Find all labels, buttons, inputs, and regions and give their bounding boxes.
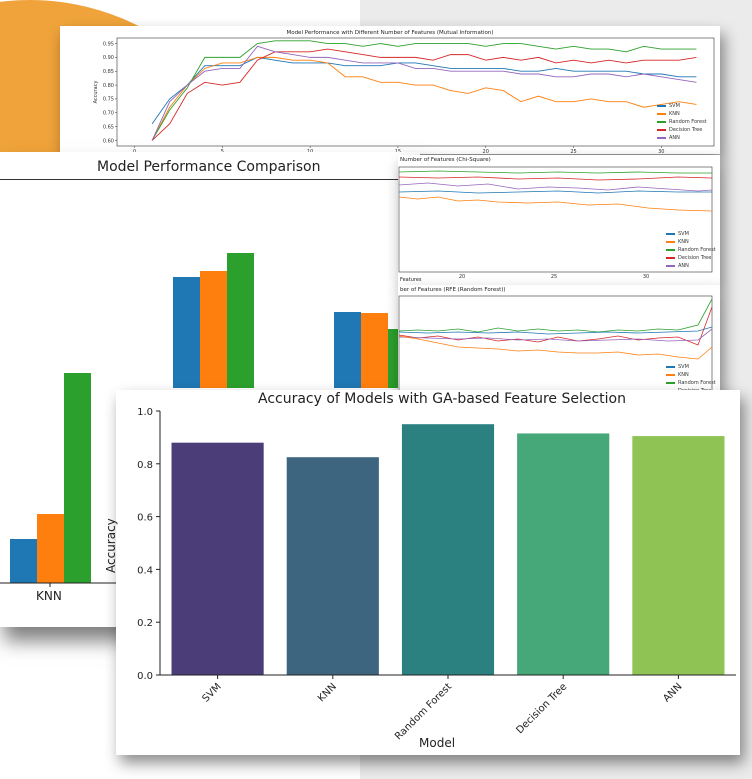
rfe-line-svm <box>398 326 713 335</box>
chi-legend: SVM KNN Random Forest Decision Tree ANN <box>666 230 716 270</box>
ga-bar-chart: 0.0 0.2 0.4 0.6 0.8 1.0 SVM KNN Random Forest Dec… <box>137 407 736 742</box>
legend-item-decision-tree: Decision Tree <box>657 126 707 134</box>
ga-x-tick-label: SVM <box>201 681 224 704</box>
comparison-knn-label: KNN <box>36 589 62 603</box>
mi-line-svm <box>151 56 697 125</box>
ga-bar-decision-tree <box>517 433 610 675</box>
legend-item-random-forest: Random Forest <box>657 118 707 126</box>
ga-ylabel: Accuracy <box>104 518 118 573</box>
chi-tick-25: 25 <box>551 274 557 280</box>
mi-x-tick-label: 25 <box>570 149 576 155</box>
mi-line-knn <box>151 56 697 141</box>
mi-y-tick-label: 0.60 <box>103 138 114 144</box>
chi-line-random-forest <box>398 170 712 174</box>
bar-knn-random-forest <box>64 373 91 583</box>
ga-y-tick-label: 0.2 <box>137 618 153 629</box>
legend-item-svm: SVM <box>657 102 707 110</box>
mi-plot-frame <box>116 37 715 147</box>
mi-line-chart: 0510152025300.600.650.700.750.800.850.90… <box>93 37 715 160</box>
ga-accuracy-chart-card: Accuracy of Models with GA-based Feature… <box>104 390 740 755</box>
ga-y-tick-label: 0.8 <box>137 460 153 471</box>
ga-y-tick-label: 0.6 <box>137 513 153 524</box>
mi-line-ann <box>151 45 697 141</box>
chi-line-knn <box>398 196 713 212</box>
legend-item-ann: ANN <box>657 134 707 142</box>
ga-x-tick-label: Decision Tree <box>514 681 569 736</box>
mi-y-tick-label: 0.75 <box>103 97 114 103</box>
chi-line-decision-tree <box>398 176 713 181</box>
ga-x-tick-label: Random Forest <box>393 681 454 742</box>
bar-group2-knn <box>361 313 388 388</box>
rfe-line-ann <box>398 328 713 342</box>
ga-chart-title: Accuracy of Models with GA-based Feature… <box>258 391 626 407</box>
ga-bar-knn <box>286 457 379 675</box>
chi-tick-30: 30 <box>643 274 649 280</box>
ga-bar-svm <box>171 442 264 675</box>
chi-square-chart-card: Number of Features (Chi-Square) 20 25 30… <box>398 155 720 285</box>
chi-line-chart: 20 25 30 <box>398 166 713 280</box>
mi-y-tick-label: 0.80 <box>103 83 114 89</box>
rfe-line-random-forest <box>398 298 713 333</box>
legend-item-knn: KNN <box>657 110 707 118</box>
comparison-title: Model Performance Comparison <box>97 159 321 175</box>
rfe-chart-card: ber of Features (RFE (Random Forest)) SV… <box>398 285 720 395</box>
mi-x-tick-label: 30 <box>658 149 664 155</box>
rfe-line-chart <box>398 295 713 394</box>
mi-y-tick-label: 0.95 <box>103 41 114 47</box>
rfe-line-knn <box>398 335 713 360</box>
bar-group2-svm <box>334 312 361 388</box>
ga-bar-ann <box>632 436 725 675</box>
chi-chart-title: Number of Features (Chi-Square) <box>400 157 491 163</box>
chi-tick-20: 20 <box>459 274 465 280</box>
mi-legend: SVM KNN Random Forest Decision Tree ANN <box>657 102 707 142</box>
chi-line-svm <box>398 190 712 194</box>
bar-group1-knn <box>200 271 227 388</box>
bar-group1-svm <box>173 277 200 388</box>
mi-x-tick-label: 20 <box>483 149 489 155</box>
ga-y-tick-label: 0.0 <box>137 671 153 682</box>
mi-y-tick-label: 0.90 <box>103 55 114 61</box>
bar-knn-knn <box>37 514 64 583</box>
chi-line-ann <box>398 182 713 192</box>
comparison-divider <box>0 179 420 180</box>
mi-y-tick-label: 0.65 <box>103 124 114 130</box>
mi-ylabel: Accuracy <box>93 81 99 104</box>
bar-knn-svm <box>10 539 37 583</box>
mi-line-random-forest <box>151 40 697 141</box>
mutual-information-chart-card: Model Performance with Different Number … <box>60 26 720 160</box>
ga-xlabel: Model <box>419 736 456 750</box>
ga-ylabel-wrap: Accuracy <box>104 462 130 573</box>
ga-bar-random-forest <box>401 424 495 675</box>
ga-x-tick-label: KNN <box>316 681 339 704</box>
ga-y-tick-label: 0.4 <box>137 565 153 576</box>
mi-y-tick-label: 0.70 <box>103 111 114 117</box>
mi-line-decision-tree <box>151 48 697 141</box>
mi-y-tick-label: 0.85 <box>103 69 114 75</box>
rfe-chart-title: ber of Features (RFE (Random Forest)) <box>400 287 506 293</box>
ga-y-tick-label: 1.0 <box>137 407 153 418</box>
mi-chart-title: Model Performance with Different Number … <box>286 30 494 36</box>
chi-xlabel: Features <box>400 277 422 283</box>
ga-x-tick-label: ANN <box>661 681 684 704</box>
bar-group1-random-forest <box>227 253 254 388</box>
